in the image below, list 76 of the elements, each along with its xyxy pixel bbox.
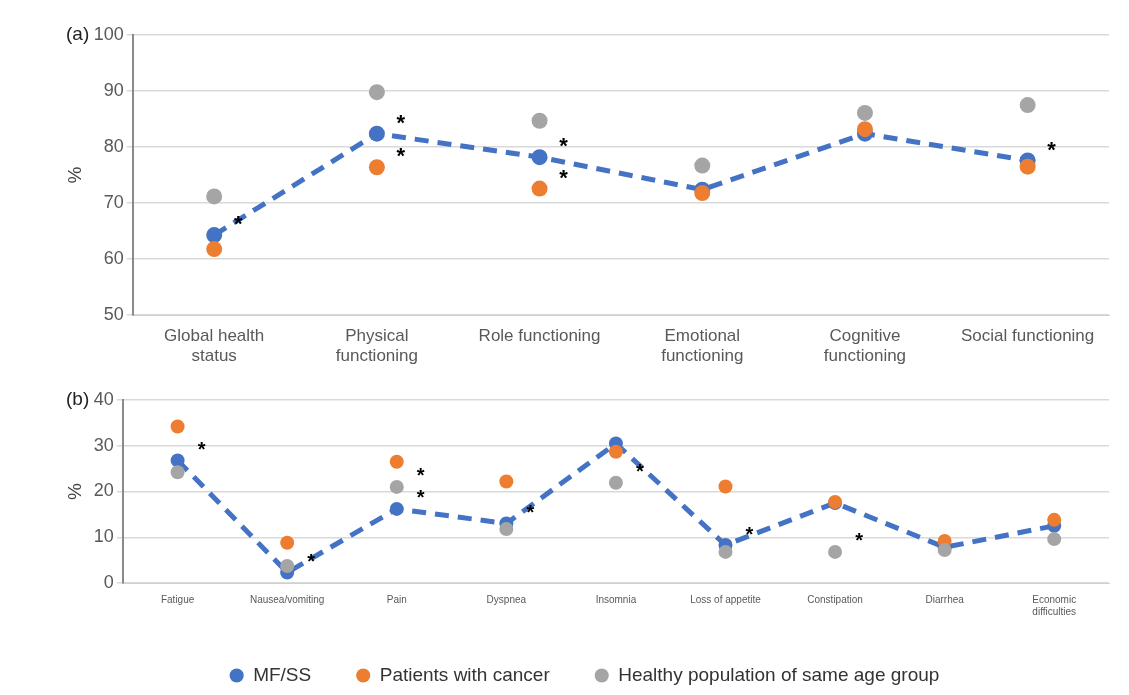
point xyxy=(170,419,185,434)
x-tick-label: Emotional functioning xyxy=(661,326,744,366)
y-tick-label: 20 xyxy=(93,480,114,501)
y-tick-label: 90 xyxy=(103,80,124,101)
point xyxy=(170,453,185,468)
point xyxy=(206,241,223,258)
x-tick-label: Nausea/vomiting xyxy=(249,593,325,605)
annotation: * xyxy=(396,109,406,135)
y-axis-title: % xyxy=(63,482,85,500)
y-tick-label: 10 xyxy=(93,526,114,547)
x-tick-label: Dyspnea xyxy=(486,593,527,605)
point xyxy=(694,185,711,202)
point xyxy=(856,104,873,121)
point xyxy=(608,444,623,459)
x-tick-label: Global health status xyxy=(164,326,265,366)
point xyxy=(1019,97,1036,114)
legend-label: Healthy population of same age group xyxy=(618,663,940,685)
point xyxy=(280,559,295,574)
point xyxy=(828,544,843,559)
legend-label: MF/SS xyxy=(253,663,312,685)
annotation: * xyxy=(396,143,406,169)
point xyxy=(206,188,223,205)
legend-label: Patients with cancer xyxy=(379,663,551,685)
point xyxy=(1047,532,1062,547)
point xyxy=(718,544,733,559)
point xyxy=(694,157,711,174)
y-tick-label: 0 xyxy=(103,571,114,592)
y-tick-label: 60 xyxy=(103,248,124,269)
point xyxy=(389,454,404,469)
point xyxy=(170,465,185,480)
point xyxy=(389,501,404,516)
point xyxy=(531,149,548,166)
annotation: * xyxy=(559,133,569,159)
x-tick-label: Role functioning xyxy=(478,326,601,346)
x-tick-label: Cognitive functioning xyxy=(823,326,907,366)
point xyxy=(531,112,548,129)
point xyxy=(718,479,733,494)
y-axis-title: % xyxy=(63,166,85,184)
annotation: * xyxy=(416,486,425,509)
point xyxy=(368,125,385,142)
point xyxy=(368,84,385,101)
y-tick-label: 70 xyxy=(103,192,124,213)
y-tick-label: 40 xyxy=(93,388,114,409)
point xyxy=(856,121,873,138)
annotation: * xyxy=(559,164,569,190)
point xyxy=(608,475,623,490)
x-tick-label: Economic difficulties xyxy=(1032,593,1077,617)
x-tick-label: Pain xyxy=(386,593,407,605)
annotation: * xyxy=(233,211,243,237)
x-tick-label: Diarrhea xyxy=(925,593,965,605)
y-tick-label: 100 xyxy=(93,23,124,44)
point xyxy=(531,180,548,197)
point xyxy=(368,159,385,176)
x-tick-label: Physical functioning xyxy=(335,326,418,366)
x-tick-label: Fatigue xyxy=(160,593,195,605)
annotation: * xyxy=(745,522,754,545)
point xyxy=(1047,512,1062,527)
point xyxy=(206,227,223,244)
y-tick-label: 30 xyxy=(93,434,114,455)
point xyxy=(389,479,404,494)
point xyxy=(499,522,514,537)
x-tick-label: Social functioning xyxy=(961,326,1095,346)
annotation: * xyxy=(1047,136,1057,162)
x-tick-label: Loss of appetite xyxy=(690,593,762,605)
point xyxy=(499,474,514,489)
y-tick-label: 80 xyxy=(103,136,124,157)
x-tick-label: Insomnia xyxy=(595,593,637,605)
annotation: * xyxy=(855,529,864,552)
annotation: * xyxy=(197,437,206,460)
chart-title: (b) xyxy=(66,388,90,410)
point xyxy=(280,535,295,550)
y-tick-label: 50 xyxy=(103,304,124,325)
x-tick-label: Constipation xyxy=(807,593,863,605)
annotation: * xyxy=(416,464,425,487)
chart-title: (a) xyxy=(66,23,90,45)
point xyxy=(1019,158,1036,175)
